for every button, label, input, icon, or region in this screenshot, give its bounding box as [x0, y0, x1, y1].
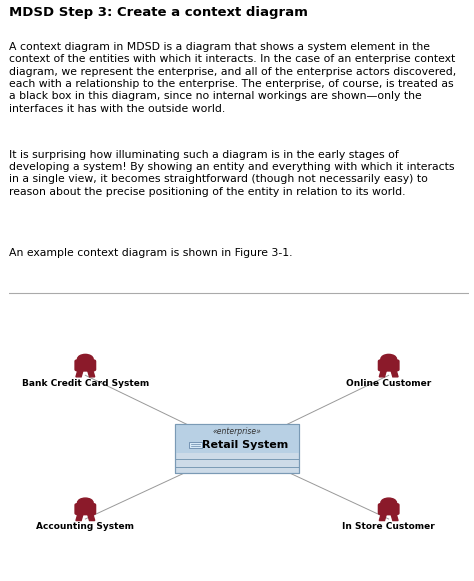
Bar — [189, 442, 202, 448]
FancyBboxPatch shape — [74, 503, 96, 515]
Bar — [175, 424, 299, 454]
Text: MDSD Step 3: Create a context diagram: MDSD Step 3: Create a context diagram — [9, 6, 309, 19]
Text: Online Customer: Online Customer — [346, 379, 431, 388]
Bar — [175, 424, 299, 473]
Bar — [175, 424, 299, 473]
Polygon shape — [391, 370, 398, 377]
Polygon shape — [76, 513, 83, 521]
Text: Bank Credit Card System: Bank Credit Card System — [22, 379, 149, 388]
Polygon shape — [87, 370, 95, 377]
Polygon shape — [391, 513, 398, 521]
Text: «enterprise»: «enterprise» — [212, 427, 262, 436]
Polygon shape — [379, 513, 387, 521]
Text: It is surprising how illuminating such a diagram is in the early stages of
devel: It is surprising how illuminating such a… — [9, 149, 455, 197]
Circle shape — [381, 498, 396, 507]
Polygon shape — [379, 370, 387, 377]
Polygon shape — [87, 513, 95, 521]
FancyBboxPatch shape — [378, 503, 400, 515]
Circle shape — [381, 354, 396, 364]
Text: Retail System: Retail System — [202, 440, 289, 450]
FancyBboxPatch shape — [74, 359, 96, 372]
Text: Accounting System: Accounting System — [36, 522, 134, 532]
FancyBboxPatch shape — [378, 359, 400, 372]
Circle shape — [77, 354, 93, 364]
Text: In Store Customer: In Store Customer — [342, 522, 435, 532]
Text: A context diagram in MDSD is a diagram that shows a system element in the
contex: A context diagram in MDSD is a diagram t… — [9, 42, 457, 114]
Polygon shape — [76, 370, 83, 377]
Text: An example context diagram is shown in Figure 3-1.: An example context diagram is shown in F… — [9, 248, 293, 259]
Circle shape — [77, 498, 93, 507]
